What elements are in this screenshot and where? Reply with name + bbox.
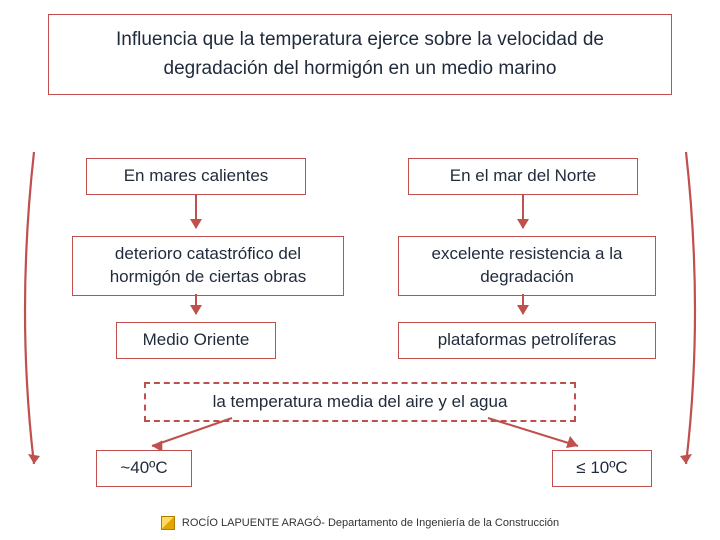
temp-left-text: ~40ºC (120, 458, 167, 477)
left-mid-text: deterioro catastrófico del hormigón de c… (110, 244, 307, 286)
left-bot-text: Medio Oriente (143, 330, 250, 349)
left-top-text: En mares calientes (124, 166, 269, 185)
right-bot-text: plataformas petrolíferas (438, 330, 617, 349)
right-top-box: En el mar del Norte (408, 158, 638, 195)
right-bot-box: plataformas petrolíferas (398, 322, 656, 359)
arrow-right-1 (522, 194, 524, 228)
temp-left-box: ~40ºC (96, 450, 192, 487)
right-mid-box: excelente resistencia a la degradación (398, 236, 656, 296)
arrow-right-2 (522, 294, 524, 314)
curve-arrow-left (14, 148, 40, 478)
left-top-box: En mares calientes (86, 158, 306, 195)
temp-right-box: ≤ 10ºC (552, 450, 652, 487)
center-dashed-box: la temperatura media del aire y el agua (144, 382, 576, 422)
right-top-text: En el mar del Norte (450, 166, 596, 185)
footer-text: ROCÍO LAPUENTE ARAGÓ- Departamento de In… (182, 517, 559, 529)
curve-arrow-right (680, 148, 706, 478)
left-bot-box: Medio Oriente (116, 322, 276, 359)
left-mid-box: deterioro catastrófico del hormigón de c… (72, 236, 344, 296)
arrow-left-1 (195, 194, 197, 228)
center-dashed-text: la temperatura media del aire y el agua (213, 392, 508, 411)
right-mid-text: excelente resistencia a la degradación (432, 244, 623, 286)
arrow-left-2 (195, 294, 197, 314)
footer: ROCÍO LAPUENTE ARAGÓ- Departamento de In… (0, 516, 720, 530)
title-box: Influencia que la temperatura ejerce sob… (48, 14, 672, 95)
temp-right-text: ≤ 10ºC (576, 458, 627, 477)
footer-icon (161, 516, 175, 530)
title-text: Influencia que la temperatura ejerce sob… (116, 29, 604, 79)
